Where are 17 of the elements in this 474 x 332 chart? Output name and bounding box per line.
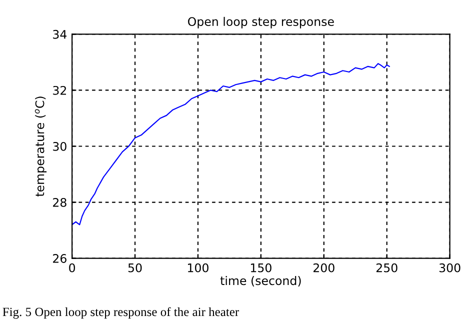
x-tick-label: 50 <box>128 263 142 272</box>
y-tick-label: 28 <box>53 198 66 207</box>
chart-title: Open loop step response <box>188 16 334 28</box>
x-tick-label: 200 <box>314 263 334 272</box>
x-tick-label: 100 <box>188 263 208 272</box>
y-tick-label: 32 <box>53 86 66 95</box>
x-tick-label: 150 <box>250 263 272 272</box>
line-series <box>72 63 390 226</box>
y-tick-label: 34 <box>53 30 67 39</box>
x-tick-label: 0 <box>69 263 76 272</box>
x-axis-title: time (second) <box>220 276 301 286</box>
x-tick-label: 250 <box>376 263 398 272</box>
y-axis-title: temperature ($^{o}$C) <box>34 96 47 197</box>
caption: Fig. 5 Open loop step response of the air heater <box>2 307 240 319</box>
x-tick-label: 300 <box>439 263 460 272</box>
y-tick-label: 26 <box>53 254 66 263</box>
y-tick-label: 30 <box>53 142 66 151</box>
